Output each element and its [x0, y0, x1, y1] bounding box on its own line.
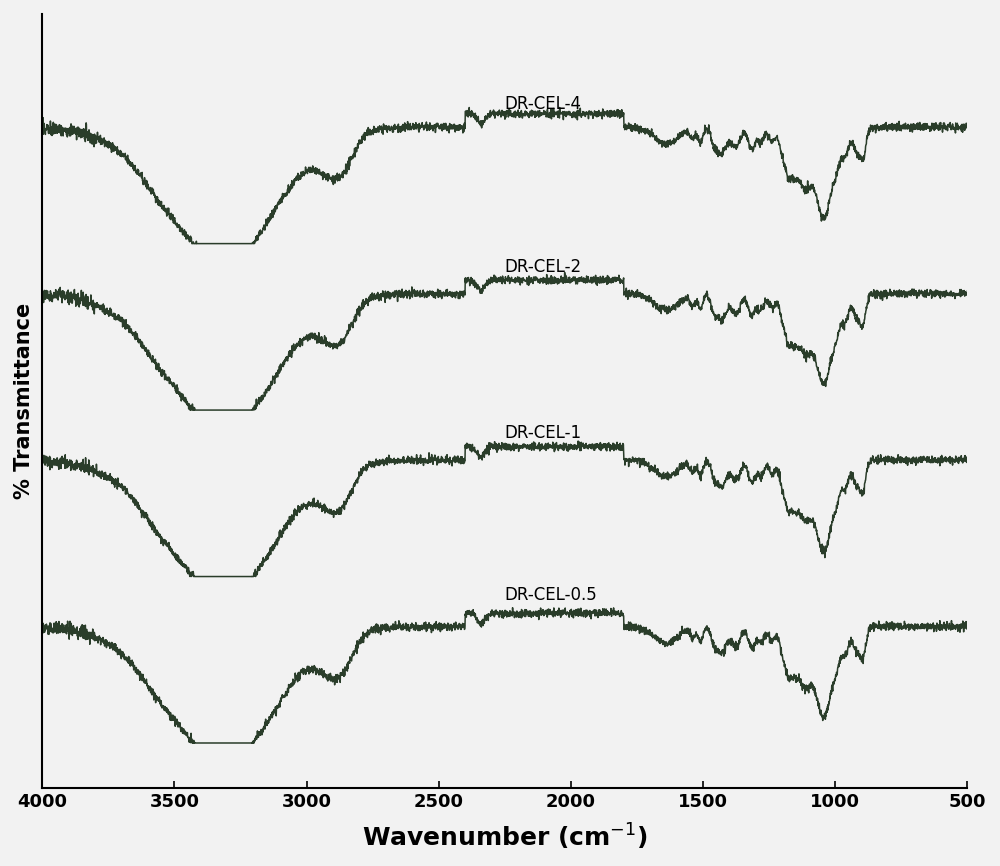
X-axis label: Wavenumber (cm$^{-1}$): Wavenumber (cm$^{-1}$) [362, 822, 648, 852]
Y-axis label: % Transmittance: % Transmittance [14, 303, 34, 499]
Text: DR-CEL-0.5: DR-CEL-0.5 [505, 585, 598, 604]
Text: DR-CEL-1: DR-CEL-1 [505, 424, 582, 443]
Text: DR-CEL-4: DR-CEL-4 [505, 94, 582, 113]
Text: DR-CEL-2: DR-CEL-2 [505, 258, 582, 276]
